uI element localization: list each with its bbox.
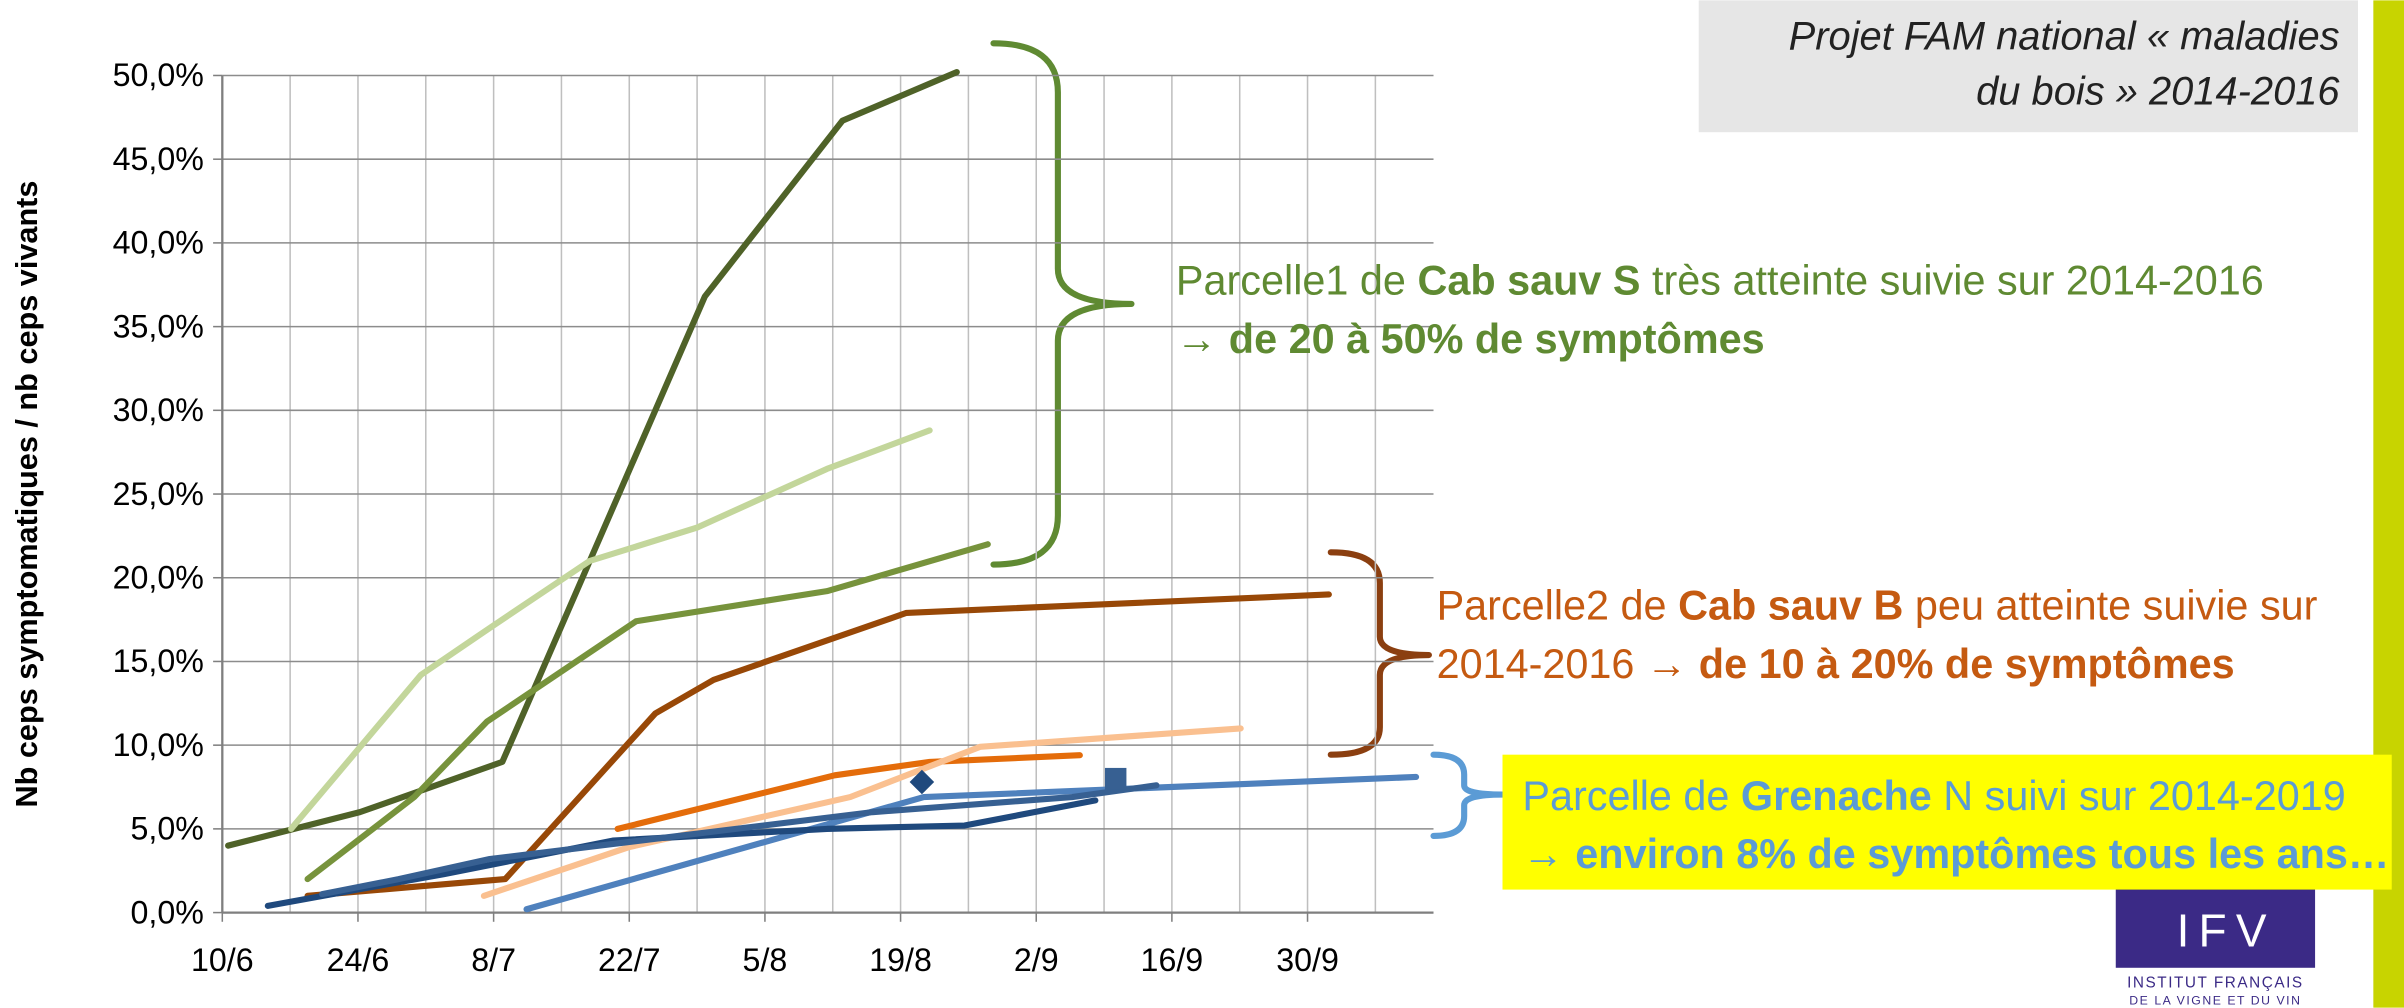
- x-tick-label: 22/7: [598, 942, 661, 978]
- annotation-text: 2014-2016: [1437, 641, 1646, 687]
- annotation-text: N suivi sur 2014-2019: [1932, 773, 2346, 819]
- annotation-text: peu atteinte suivie sur: [1903, 583, 2317, 629]
- x-tick-label: 16/9: [1141, 942, 1204, 978]
- annotation-text: →: [1522, 831, 1575, 877]
- y-tick-label: 5,0%: [131, 811, 204, 847]
- annotation-text: environ 8% de symptômes tous les ans…: [1575, 831, 2389, 877]
- annotation-line: → de 20 à 50% de symptômes: [1176, 316, 1765, 362]
- x-tick-label: 2/9: [1014, 942, 1059, 978]
- logo-text: INSTITUT FRANÇAIS: [2127, 975, 2304, 992]
- brace: [1430, 751, 1506, 839]
- braces: [990, 40, 1506, 839]
- annotations: Parcelle1 de Cab sauv S très atteinte su…: [1176, 258, 2389, 877]
- title-box: [1698, 0, 2359, 133]
- y-tick-label: 15,0%: [113, 643, 204, 679]
- y-tick-label: 40,0%: [113, 225, 204, 261]
- annotation-line: Parcelle de Grenache N suivi sur 2014-20…: [1522, 773, 2345, 819]
- annotation-text: → de 10 à 20% de symptômes: [1646, 641, 2235, 687]
- y-axis-label: Nb ceps symptomatiques / nb ceps vivants: [10, 181, 44, 808]
- series-line: [304, 591, 1332, 899]
- marker: [1104, 767, 1127, 790]
- series-line: [225, 69, 960, 849]
- annotation-text: Parcelle1 de: [1176, 258, 1418, 304]
- series-line: [288, 427, 933, 832]
- series-line: [480, 725, 1244, 899]
- y-tick-label: 45,0%: [113, 141, 204, 177]
- brace: [1327, 549, 1432, 758]
- annotation-text: Parcelle de: [1522, 773, 1741, 819]
- x-tick-label: 19/8: [869, 942, 932, 978]
- y-tick-label: 35,0%: [113, 308, 204, 344]
- annotation-line: 2014-2016 → de 10 à 20% de symptômes: [1437, 641, 2235, 687]
- series-line: [614, 752, 1083, 832]
- series-line: [523, 773, 1420, 913]
- annotation-text: très atteinte suivie sur 2014-2016: [1641, 258, 2264, 304]
- annotation-text: Cab sauv S: [1417, 258, 1640, 304]
- highlight-box: [1502, 754, 2392, 890]
- plot: 0,0% 5,0% 10,0% 15,0% 20,0% 25,0% 30,0% 35,0% 40…: [113, 57, 1434, 978]
- y-tick-label: 25,0%: [113, 476, 204, 512]
- title: Projet FAM national « maladies du bois » …: [1789, 14, 2341, 113]
- x-tick-label: 30/9: [1276, 942, 1339, 978]
- y-tick-label: 30,0%: [113, 392, 204, 428]
- annotation-line: Parcelle1 de Cab sauv S très atteinte su…: [1176, 258, 2264, 304]
- series-line: [319, 782, 1160, 898]
- annotation-text: Cab sauv B: [1678, 583, 1903, 629]
- y-tick-label: 0,0%: [131, 894, 204, 930]
- series-line: [304, 541, 991, 883]
- x-tick-label: 24/6: [327, 942, 390, 978]
- annotation-text: → de 20 à 50% de symptômes: [1176, 316, 1765, 362]
- x-tick-label: 10/6: [191, 942, 254, 978]
- brace: [990, 40, 1135, 568]
- y-tick-label: 20,0%: [113, 559, 204, 595]
- annotation-line: → environ 8% de symptômes tous les ans…: [1522, 831, 2389, 877]
- x-tick-label: 5/8: [743, 942, 788, 978]
- annotation-text: Grenache: [1741, 773, 1932, 819]
- x-tick-label: 8/7: [471, 942, 516, 978]
- logo-text: DE LA VIGNE ET DU VIN: [2129, 994, 2301, 1008]
- y-tick-label: 10,0%: [113, 727, 204, 763]
- title-line: Projet FAM national « maladies: [1789, 14, 2340, 58]
- title-line: du bois » 2014-2016: [1976, 70, 2340, 114]
- logo-name: IFV: [2177, 904, 2276, 956]
- annotation-line: Parcelle2 de Cab sauv B peu atteinte sui…: [1437, 583, 2318, 629]
- y-tick-label: 50,0%: [113, 57, 204, 93]
- annotation-text: Parcelle2 de: [1437, 583, 1679, 629]
